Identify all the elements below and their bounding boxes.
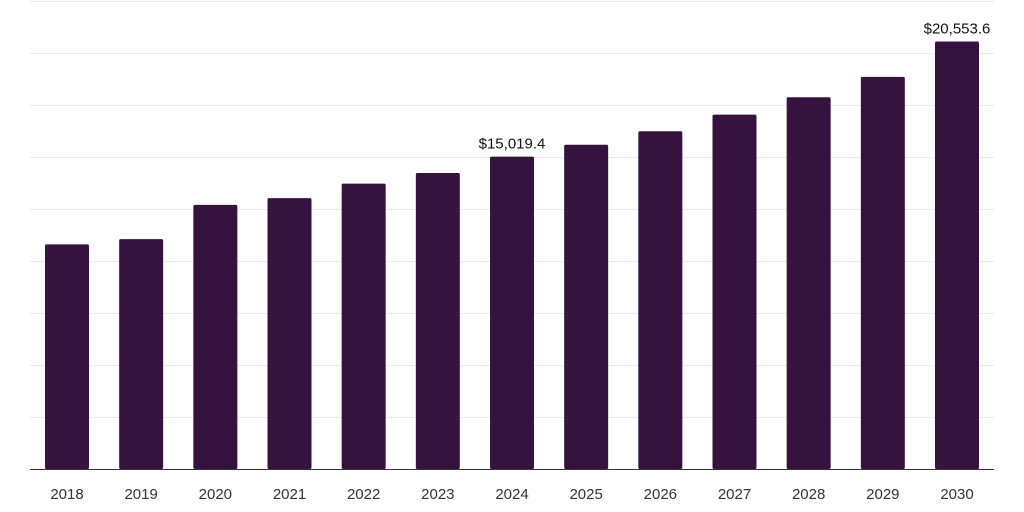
bar-2023 [415, 173, 460, 470]
bar-2028 [786, 97, 831, 469]
x-tick-label: 2020 [199, 486, 232, 503]
data-label-2024: $15,019.4 [479, 136, 546, 153]
x-tick-label: 2018 [50, 486, 83, 503]
x-axis-ticks: 2018 2019 2020 2021 2022 2023 2024 2025 2026 2027… [50, 486, 973, 503]
bar-2019 [119, 239, 164, 469]
bar-2030 [935, 41, 979, 470]
bar-2024 [490, 156, 534, 469]
x-tick-label: 2024 [495, 486, 528, 503]
bars [45, 41, 979, 470]
x-tick-label: 2022 [347, 486, 380, 503]
bar-2029 [860, 76, 905, 470]
x-tick-label: 2023 [421, 486, 454, 503]
bar-2027 [712, 114, 757, 470]
x-tick-label: 2026 [644, 486, 677, 503]
x-tick-label: 2027 [718, 486, 751, 503]
bar-2025 [564, 144, 609, 469]
data-label-2030: $20,553.6 [924, 20, 991, 37]
bar-2018 [45, 244, 89, 469]
x-tick-label: 2021 [273, 486, 306, 503]
x-tick-label: 2028 [792, 486, 825, 503]
data-labels: $15,019.4 $20,553.6 [479, 20, 991, 152]
x-tick-label: 2019 [124, 486, 157, 503]
bar-2020 [193, 204, 238, 469]
x-tick-label: 2025 [569, 486, 602, 503]
bar-2022 [341, 183, 386, 469]
x-tick-label: 2030 [940, 486, 973, 503]
bar-2026 [638, 131, 683, 469]
x-tick-label: 2029 [866, 486, 899, 503]
bar-2021 [267, 198, 312, 469]
